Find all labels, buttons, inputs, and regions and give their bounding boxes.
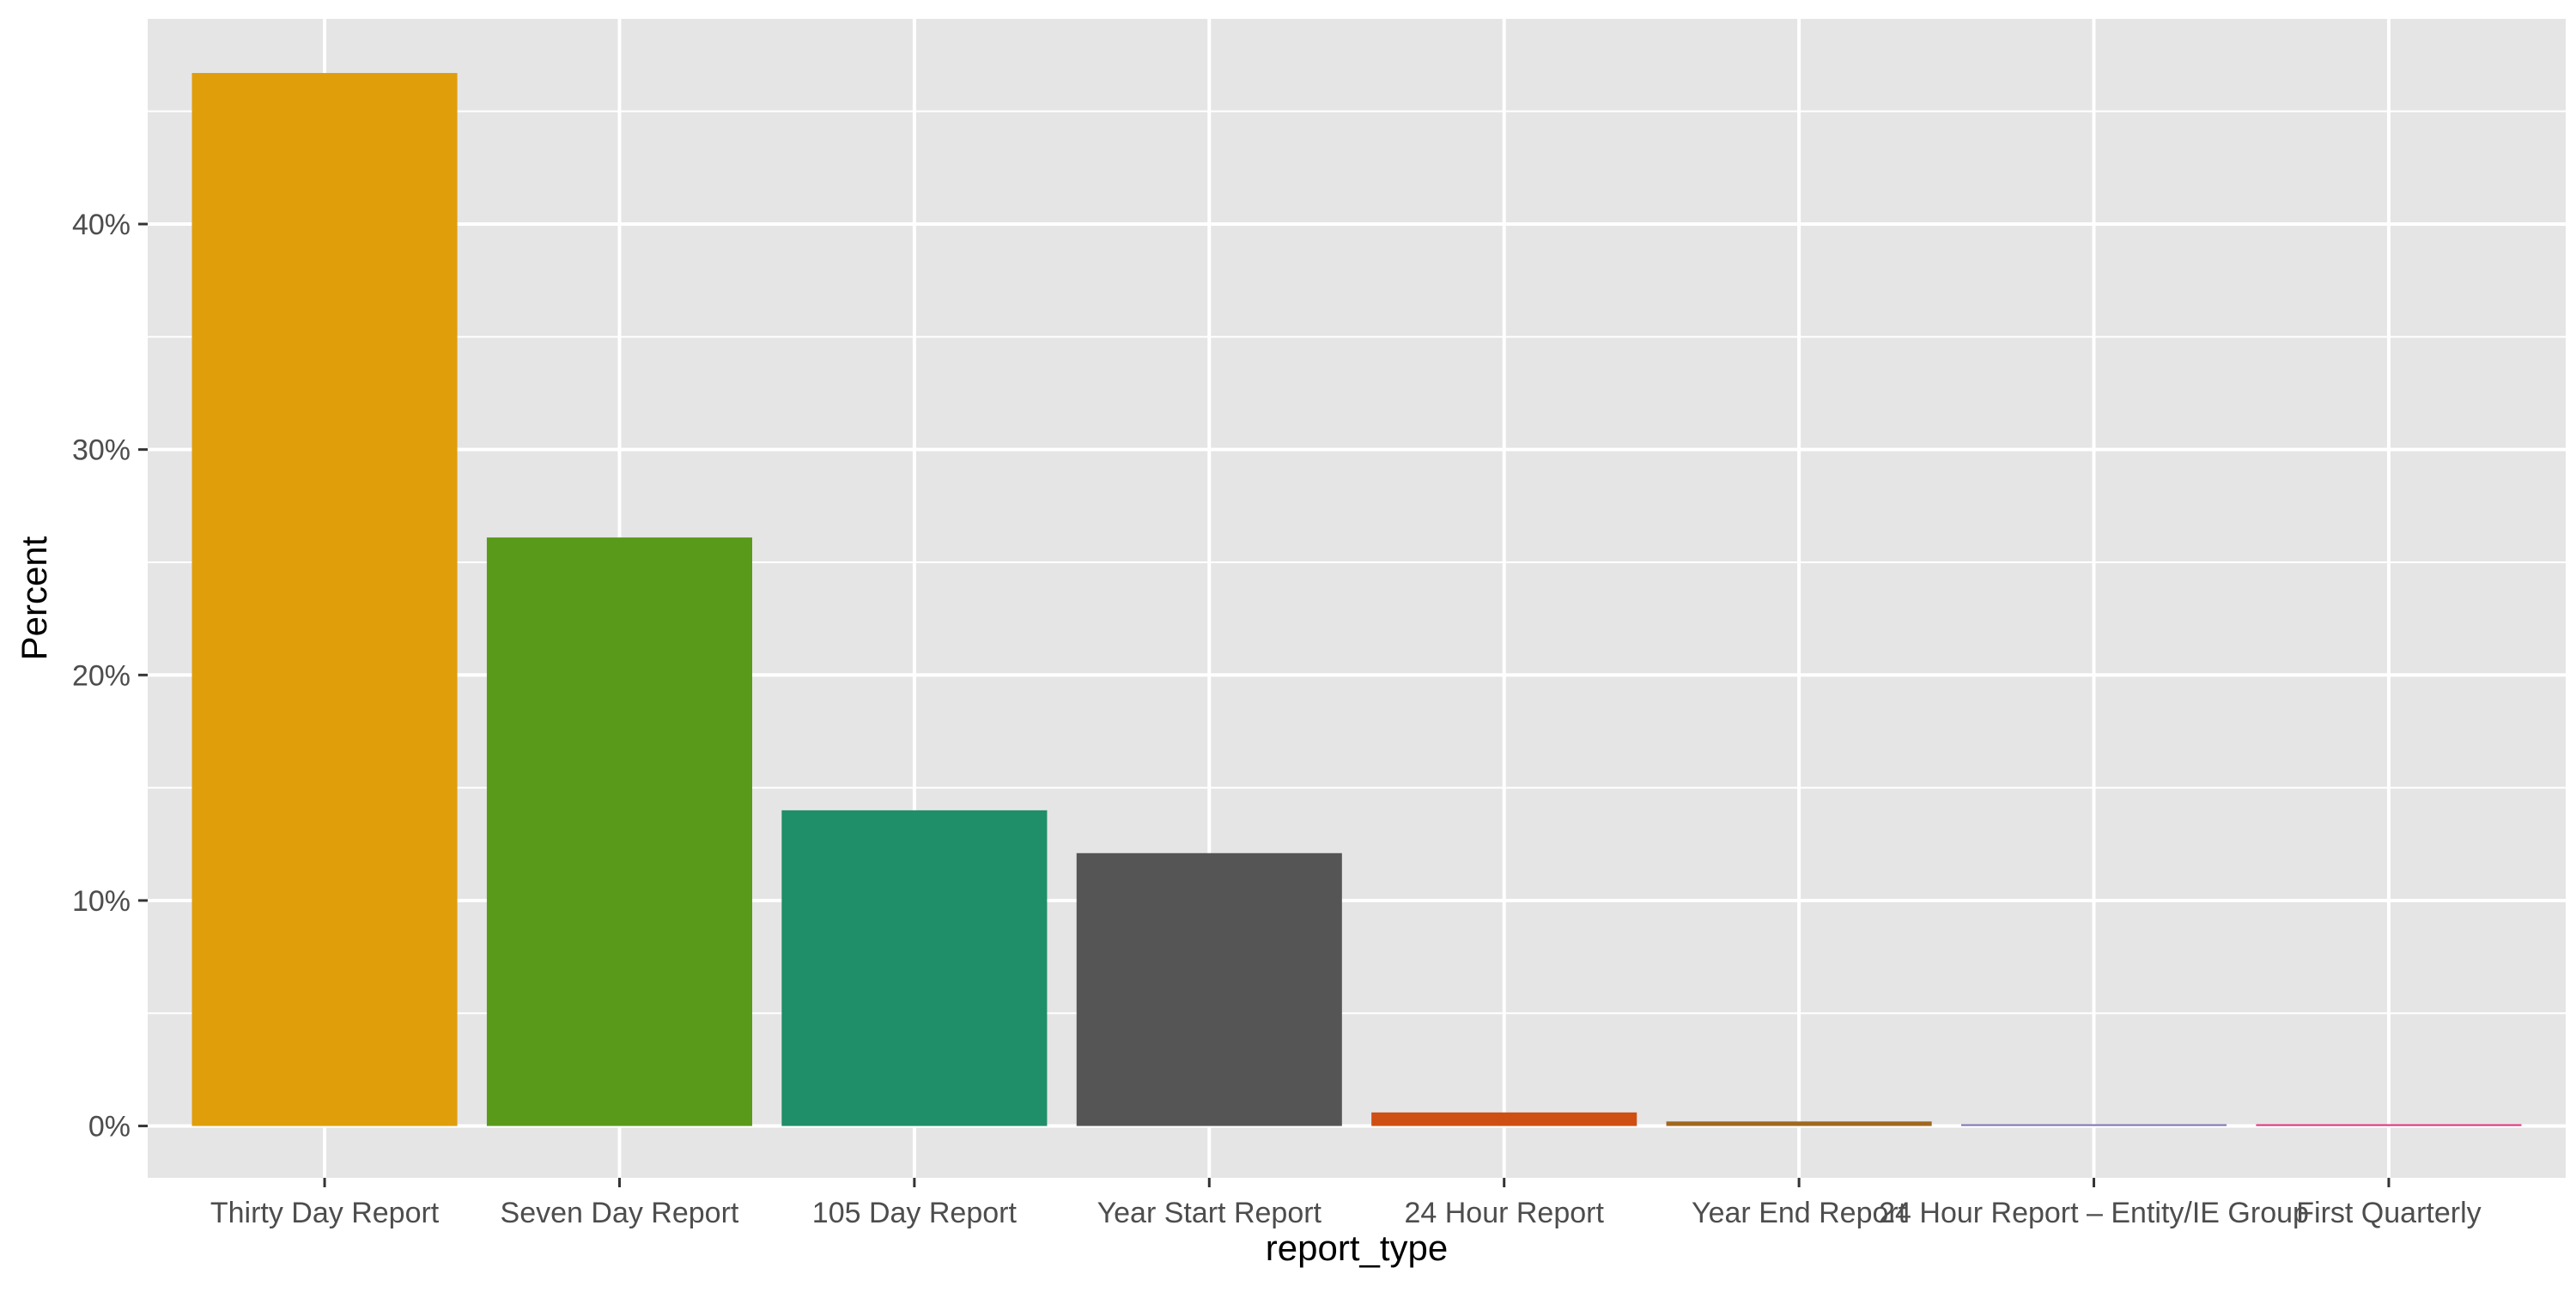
x-tick-label: First Quarterly <box>2296 1197 2481 1229</box>
x-tick-label: Seven Day Report <box>501 1197 739 1229</box>
bar <box>781 810 1048 1126</box>
y-tick-label: 20% <box>72 659 131 692</box>
x-tick-label: Year Start Report <box>1097 1197 1322 1229</box>
bar <box>1371 1112 1637 1126</box>
x-axis-title: report_type <box>1266 1228 1448 1268</box>
x-tick-label: 24 Hour Report <box>1404 1197 1604 1229</box>
y-tick-label: 0% <box>88 1111 131 1143</box>
bar <box>1961 1124 2227 1126</box>
bar <box>2256 1124 2522 1126</box>
y-axis-title: Percent <box>14 536 54 660</box>
bars <box>191 73 2522 1126</box>
bar <box>1666 1121 1932 1126</box>
x-tick-label: Year End Report <box>1692 1197 1907 1229</box>
y-tick-label: 40% <box>72 209 131 241</box>
bar <box>191 73 458 1126</box>
bar <box>486 537 752 1126</box>
bar <box>1076 852 1342 1126</box>
axes: 0% 10% 20% 30% 40% Thirty Day Report Seven Day… <box>72 209 2482 1229</box>
y-tick-label: 10% <box>72 885 131 918</box>
x-tick-label: 105 Day Report <box>812 1197 1018 1229</box>
x-tick-label: 24 Hour Report – Entity/IE Group <box>1879 1197 2309 1229</box>
x-tick-label: Thirty Day Report <box>210 1197 440 1229</box>
y-tick-label: 30% <box>72 434 131 467</box>
